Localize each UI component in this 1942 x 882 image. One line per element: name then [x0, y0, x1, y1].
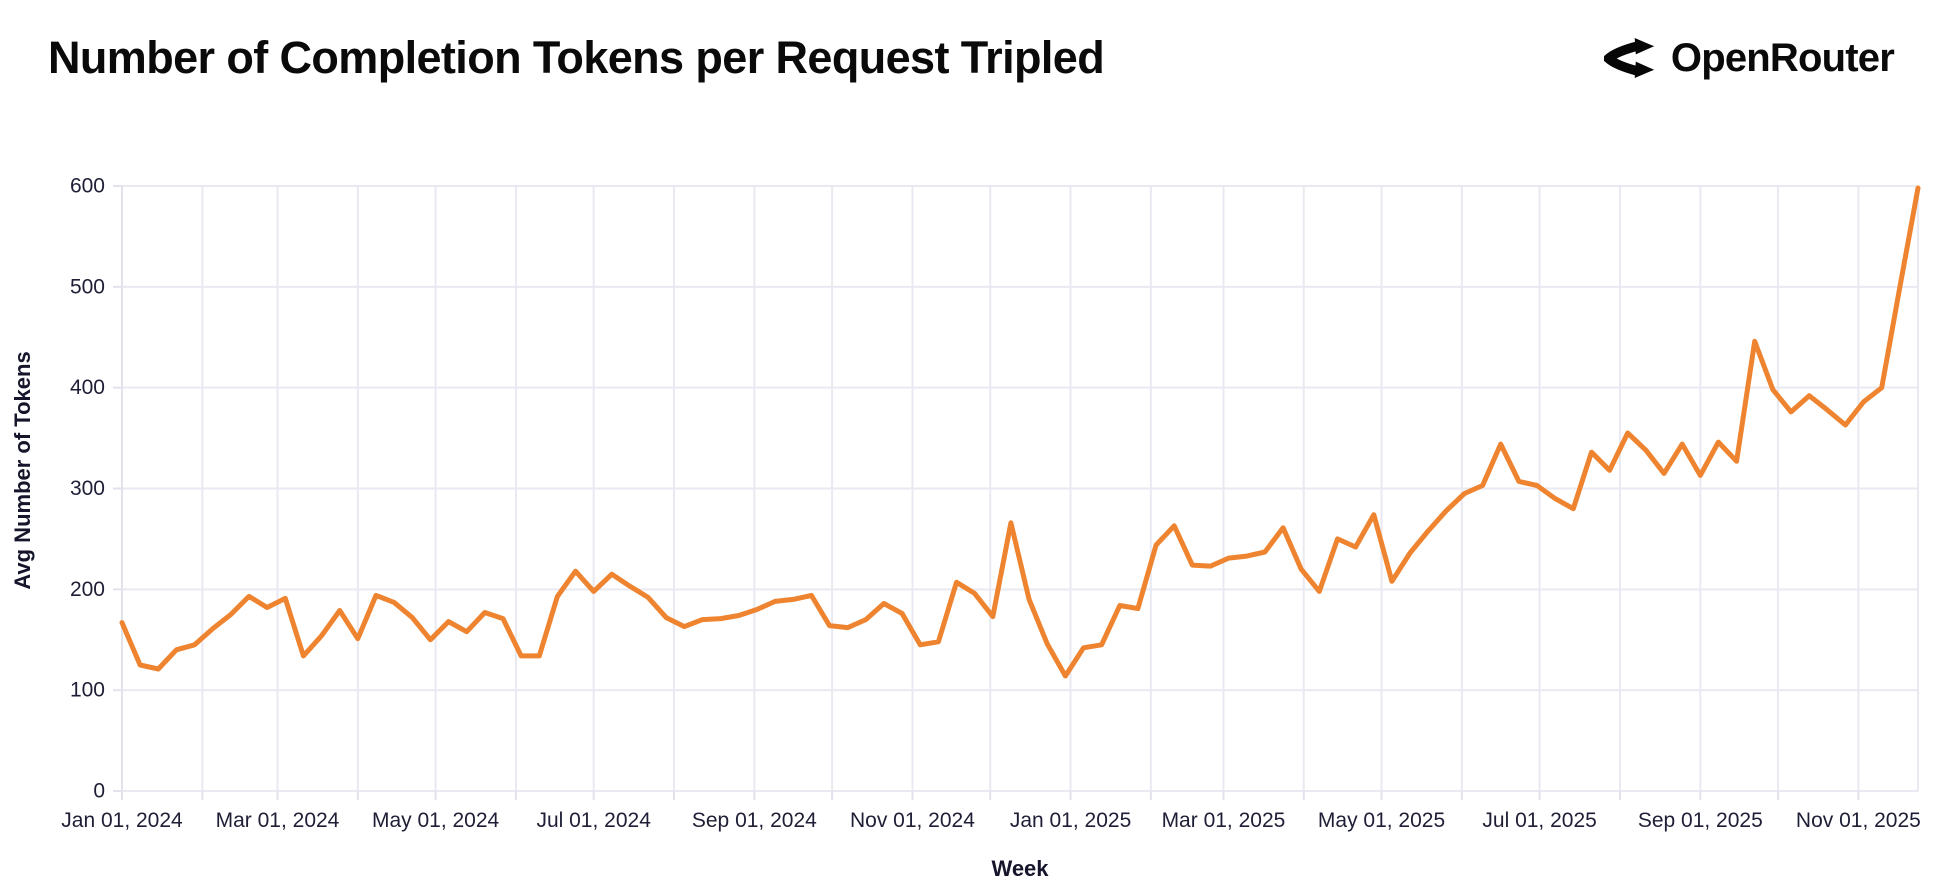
header: Number of Completion Tokens per Request … — [48, 22, 1895, 94]
x-tick-label: Jul 01, 2025 — [1482, 809, 1596, 832]
x-tick-label: Mar 01, 2024 — [216, 809, 340, 832]
y-tick-label: 200 — [70, 578, 105, 601]
x-tick-label: Jul 01, 2024 — [536, 809, 651, 832]
x-tick-label: May 01, 2024 — [372, 809, 500, 832]
openrouter-fork-icon — [1603, 38, 1655, 78]
logo-text: OpenRouter — [1670, 35, 1895, 80]
y-tick-label: 0 — [93, 780, 105, 803]
x-tick-label: Nov 01, 2024 — [850, 809, 975, 832]
x-tick-label: Jan 01, 2024 — [61, 809, 183, 832]
x-tick-label: Sep 01, 2024 — [692, 809, 817, 832]
y-tick-label: 100 — [70, 679, 105, 702]
x-axis-title: Week — [991, 856, 1049, 881]
x-tick-label: Mar 01, 2025 — [1162, 809, 1286, 832]
x-tick-label: Jan 01, 2025 — [1010, 809, 1131, 832]
y-tick-label: 400 — [70, 376, 105, 399]
page-title: Number of Completion Tokens per Request … — [48, 32, 1105, 83]
y-tick-label: 300 — [70, 477, 105, 500]
y-axis-title: Avg Number of Tokens — [10, 351, 35, 589]
x-tick-label: Nov 01, 2025 — [1796, 809, 1921, 832]
x-tick-label: May 01, 2025 — [1318, 809, 1445, 832]
x-tick-label: Sep 01, 2025 — [1638, 809, 1763, 832]
openrouter-logo: OpenRouter — [1603, 35, 1895, 81]
data-line-series — [119, 185, 1921, 679]
y-tick-label: 500 — [70, 275, 105, 298]
y-tick-label: 600 — [70, 175, 105, 198]
